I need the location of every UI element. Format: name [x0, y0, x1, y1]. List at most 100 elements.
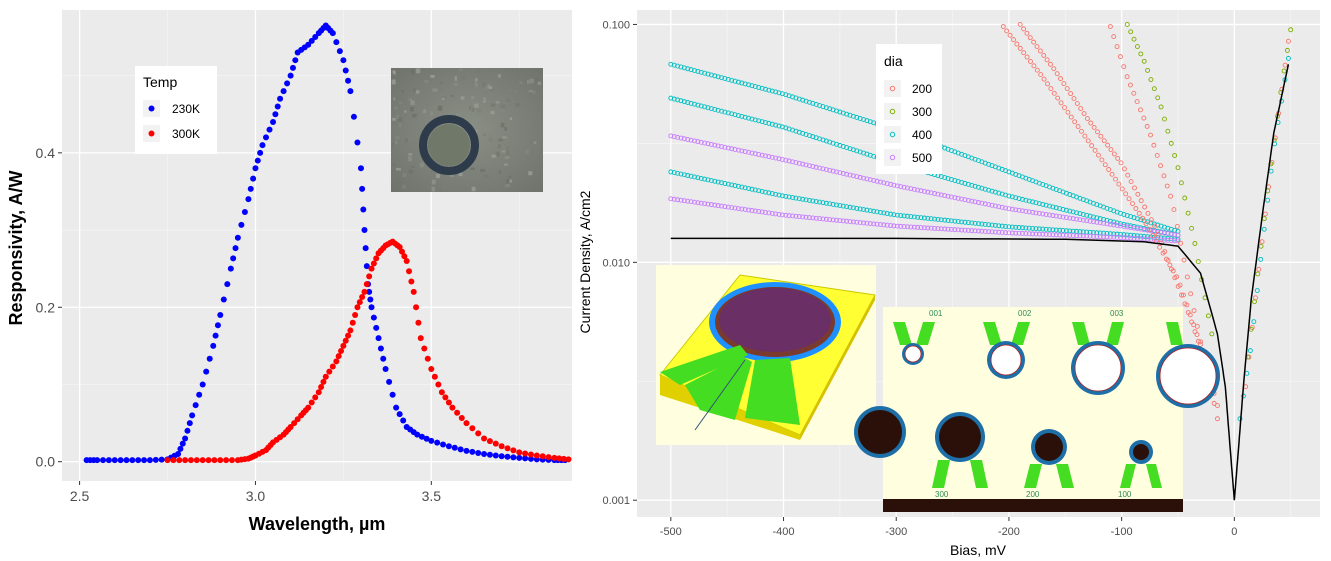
data-point-230K — [504, 453, 511, 460]
photo-speckle — [391, 122, 396, 126]
data-point-dia-400 — [678, 171, 684, 177]
photo-speckle — [393, 70, 396, 75]
photo-speckle — [519, 80, 523, 85]
data-point-dia-400 — [796, 196, 802, 202]
data-point-300K — [445, 399, 452, 406]
data-point-dia-500 — [729, 146, 735, 152]
data-point-dia-500 — [881, 222, 887, 228]
legend-label-dia-300: 300 — [912, 105, 932, 119]
data-point-dia-500 — [877, 222, 883, 228]
data-point-dia-400 — [1247, 348, 1253, 354]
photo-speckle — [525, 150, 530, 155]
data-point-dia-500 — [837, 170, 843, 176]
data-point-dia-500 — [769, 154, 775, 160]
data-point-dia-500 — [1104, 234, 1110, 240]
data-point-230K — [359, 185, 366, 192]
photo-speckle — [471, 186, 476, 192]
data-point-dia-400 — [1094, 215, 1100, 221]
data-point-230K — [308, 37, 315, 44]
data-point-230K — [196, 391, 203, 398]
data-point-dia-200 — [1148, 132, 1153, 138]
photo-speckle — [498, 170, 501, 174]
data-point-dia-400 — [850, 205, 856, 211]
data-point-dia-500 — [1060, 232, 1066, 238]
data-point-dia-400 — [1047, 203, 1052, 209]
data-point-dia-200 — [1041, 76, 1047, 82]
data-point-dia-200 — [1021, 50, 1027, 56]
photo-speckle — [513, 88, 517, 91]
photo-speckle — [529, 78, 534, 84]
data-point-300K — [352, 311, 359, 318]
data-point-dia-500 — [1070, 233, 1076, 239]
data-point-230K — [510, 454, 517, 461]
data-point-300K — [294, 416, 301, 423]
data-point-dia-400 — [857, 206, 863, 212]
data-point-300K — [486, 438, 493, 445]
data-point-dia-500 — [776, 211, 782, 217]
data-point-dia-400 — [898, 213, 904, 218]
data-point-230K — [347, 88, 354, 95]
data-point-dia-500 — [1091, 219, 1096, 225]
photo-speckle — [435, 173, 440, 179]
data-point-dia-500 — [756, 209, 762, 214]
data-point-300K — [406, 268, 413, 275]
legend-key-dia-200 — [889, 85, 896, 92]
data-point-300K — [408, 278, 415, 285]
data-point-230K — [250, 175, 257, 182]
photo-speckle — [442, 77, 448, 81]
data-point-dia-200 — [1051, 66, 1057, 72]
data-point-dia-400 — [1134, 233, 1140, 239]
data-point-dia-500 — [935, 226, 941, 232]
data-point-dia-400 — [1067, 228, 1073, 234]
y-tick-label: 0.001 — [602, 495, 630, 507]
device-bottom-3: 200 — [1024, 429, 1074, 499]
data-point-dia-500 — [766, 210, 772, 216]
data-point-dia-400 — [735, 183, 741, 189]
data-point-dia-500 — [800, 214, 806, 220]
data-point-dia-400 — [766, 190, 772, 196]
data-point-dia-400 — [692, 174, 697, 180]
data-point-dia-400 — [739, 184, 745, 190]
data-point-dia-500 — [1097, 220, 1103, 226]
data-point-dia-500 — [708, 202, 714, 208]
photo-speckle — [500, 104, 506, 109]
data-point-dia-500 — [918, 188, 924, 194]
data-point-230K — [184, 427, 191, 434]
data-point-dia-400 — [959, 219, 965, 225]
data-point-dia-200 — [1014, 41, 1020, 47]
data-point-dia-500 — [840, 171, 846, 176]
photo-speckle — [505, 184, 510, 187]
photo-speckle — [404, 130, 408, 133]
data-point-dia-500 — [796, 214, 802, 220]
data-point-230K — [227, 265, 234, 272]
data-point-dia-400 — [1053, 227, 1059, 233]
data-point-dia-200 — [1092, 147, 1098, 153]
data-point-dia-200 — [1107, 24, 1113, 29]
data-point-dia-500 — [810, 215, 816, 221]
data-point-230K — [440, 441, 447, 448]
data-point-dia-500 — [972, 199, 978, 205]
data-point-dia-500 — [692, 138, 697, 144]
data-point-230K — [224, 281, 231, 288]
data-point-dia-500 — [688, 199, 694, 205]
mesa — [1035, 433, 1063, 461]
mesa — [904, 345, 922, 363]
data-point-dia-500 — [1165, 231, 1171, 237]
data-point-dia-500 — [759, 152, 765, 158]
inset-photo-ring — [391, 68, 543, 192]
data-point-dia-400 — [938, 217, 944, 223]
data-point-dia-200 — [1095, 129, 1100, 135]
data-point-dia-500 — [976, 200, 981, 205]
data-point-dia-500 — [1101, 220, 1107, 226]
data-point-dia-500 — [1043, 231, 1049, 237]
data-point-230K — [247, 185, 254, 192]
data-point-dia-200 — [1141, 115, 1147, 121]
data-point-300K — [291, 420, 298, 427]
data-point-dia-500 — [1016, 230, 1022, 236]
label-200: 200 — [1026, 490, 1040, 499]
contact-pad-1 — [660, 345, 748, 385]
data-point-dia-200 — [1138, 198, 1144, 204]
data-point-dia-400 — [1141, 233, 1147, 239]
photo-speckle — [425, 103, 430, 106]
